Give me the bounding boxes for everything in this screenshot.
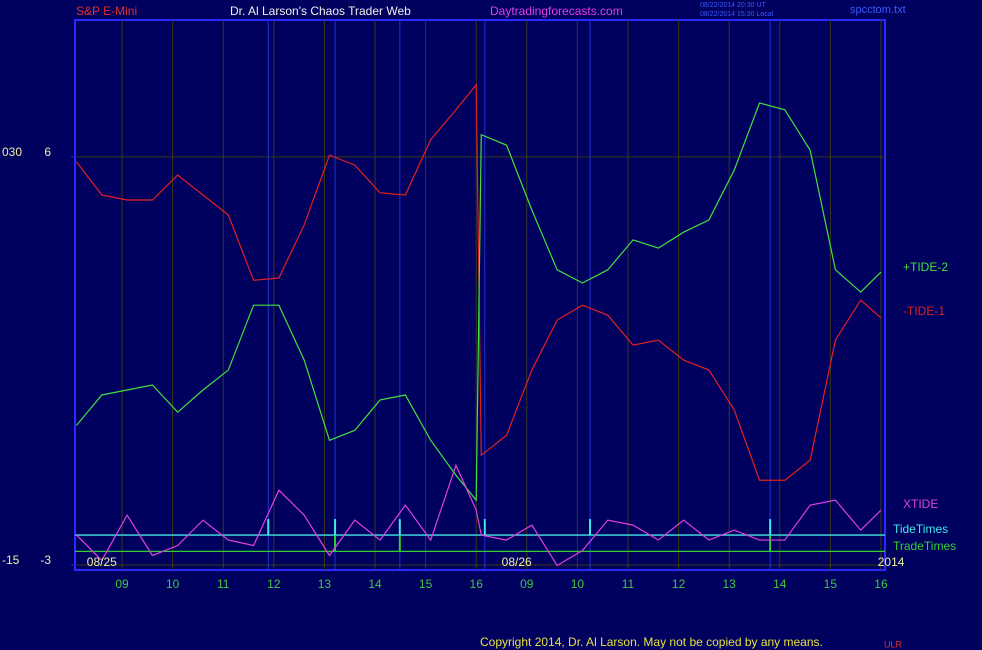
series-line (76, 463, 882, 567)
x-tick-label: 12 (672, 577, 686, 591)
site: Daytradingforecasts.com (490, 4, 623, 18)
legend-label: -TIDE-1 (903, 304, 945, 318)
x-tick-label: 13 (318, 577, 332, 591)
legend-label: TradeTimes (893, 539, 956, 553)
legend-label: XTIDE (903, 497, 938, 511)
mark: ULR (884, 639, 903, 649)
x-tick-label: 12 (267, 577, 281, 591)
x-tick-label: 15 (824, 577, 838, 591)
file-name: spcctom.txt (850, 4, 906, 16)
timestamp: 08/22/2014 15:30 Local (700, 11, 774, 18)
legend-label: +TIDE-2 (903, 260, 948, 274)
x-tick-label: 11 (622, 577, 635, 591)
x-tick-label: 13 (722, 577, 736, 591)
y2-tick-label: -15 (2, 553, 20, 567)
y-tick-label: 6 (44, 145, 51, 159)
date-label: 08/25 (87, 555, 117, 569)
x-tick-label: 11 (217, 577, 230, 591)
x-tick-label: 15 (419, 577, 433, 591)
timestamp: 08/22/2014 20:30 UT (700, 2, 766, 9)
chart-title: Dr. Al Larson's Chaos Trader Web (230, 4, 411, 18)
x-tick-label: 14 (368, 577, 382, 591)
x-tick-label: 09 (520, 577, 534, 591)
y-tick-label: -3 (40, 553, 51, 567)
series-line (76, 102, 882, 502)
series-line (76, 83, 882, 481)
x-tick-label: 16 (874, 577, 888, 591)
x-tick-label: 10 (166, 577, 180, 591)
x-tick-label: 16 (470, 577, 484, 591)
x-tick-label: 10 (571, 577, 585, 591)
date-label: 08/26 (502, 555, 532, 569)
x-tick-label: 09 (115, 577, 129, 591)
plot-frame (74, 19, 886, 571)
date-label: 2014 (878, 555, 905, 569)
x-tick-label: 14 (773, 577, 787, 591)
symbol: S&P E-Mini (76, 4, 137, 18)
copyright: Copyright 2014, Dr. Al Larson. May not b… (480, 635, 823, 649)
legend-label: TideTimes (893, 522, 948, 536)
y2-tick-label: 030 (2, 145, 22, 159)
